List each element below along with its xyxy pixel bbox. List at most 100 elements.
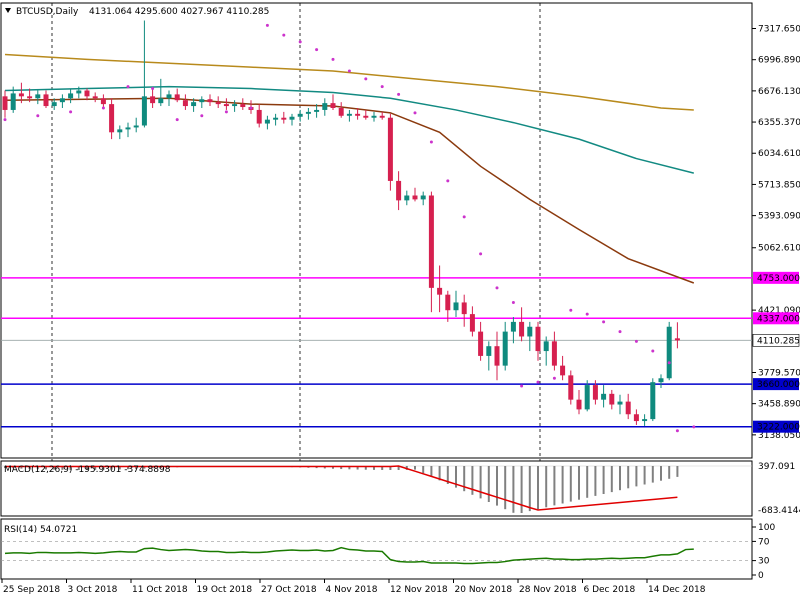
candle-79 bbox=[650, 378, 656, 422]
sar-dot-37 bbox=[692, 425, 696, 429]
candle-body bbox=[330, 103, 336, 108]
candle-body bbox=[27, 96, 33, 99]
candle-body bbox=[650, 382, 656, 420]
candle-69 bbox=[568, 370, 574, 405]
candle-body bbox=[469, 314, 475, 332]
level-tag-0 bbox=[753, 271, 799, 284]
current-price-tag bbox=[752, 334, 800, 347]
candle-body bbox=[437, 287, 443, 295]
candle-body bbox=[535, 326, 541, 352]
candle-body bbox=[674, 338, 680, 341]
sar-dot-19 bbox=[413, 111, 417, 115]
sar-dot-24 bbox=[495, 286, 499, 290]
candle-body bbox=[92, 96, 98, 99]
candle-57 bbox=[469, 306, 475, 337]
candle-body bbox=[355, 113, 361, 116]
candle-body bbox=[182, 100, 188, 107]
candle-62 bbox=[510, 317, 516, 344]
price-tick-label-1: 6996.890 bbox=[758, 56, 800, 66]
time-tick-label-2: 11 Oct 2018 bbox=[132, 585, 188, 595]
candle-28 bbox=[232, 100, 238, 112]
candle-0 bbox=[2, 90, 8, 118]
price-tick-label-9: 3779.570 bbox=[758, 368, 800, 378]
candle-body bbox=[314, 109, 320, 112]
sar-dot-25 bbox=[511, 300, 515, 304]
horizontal-levels bbox=[1, 277, 752, 428]
candle-body bbox=[289, 116, 295, 120]
candle-body bbox=[478, 331, 484, 356]
candle-75 bbox=[617, 394, 623, 415]
sar-dot-6 bbox=[175, 118, 179, 122]
rsi-series bbox=[1, 541, 752, 565]
candle-body bbox=[117, 129, 123, 133]
candle-46 bbox=[379, 111, 385, 120]
candle-body bbox=[35, 94, 41, 99]
candle-78 bbox=[642, 414, 648, 426]
main-plot-frame bbox=[0, 2, 753, 459]
candle-18 bbox=[150, 88, 156, 108]
candle-body bbox=[601, 393, 607, 400]
candle-body bbox=[502, 331, 508, 366]
candle-37 bbox=[305, 108, 311, 120]
price-tick-label-5: 5713.850 bbox=[758, 180, 800, 190]
candle-body bbox=[576, 399, 582, 410]
candle-body bbox=[10, 93, 16, 110]
sar-dot-9 bbox=[249, 106, 253, 110]
collapse-triangle-icon[interactable] bbox=[5, 8, 11, 13]
price-tick-label-2: 6676.130 bbox=[758, 87, 800, 97]
sar-dot-17 bbox=[380, 85, 384, 89]
level-tag-label-0: 4753.000 bbox=[757, 274, 800, 284]
time-tick-label-10: 14 Dec 2018 bbox=[648, 585, 706, 595]
candle-body bbox=[305, 111, 311, 114]
sar-dot-31 bbox=[602, 320, 606, 324]
candle-38 bbox=[314, 104, 320, 118]
price-tick-label-4: 6034.610 bbox=[758, 149, 800, 159]
candle-72 bbox=[592, 380, 598, 405]
price-tick-label-0: 7317.650 bbox=[758, 25, 800, 35]
sar-dot-28 bbox=[552, 376, 556, 380]
candle-23 bbox=[191, 98, 197, 112]
candle-body bbox=[297, 113, 303, 117]
candle-body bbox=[125, 127, 131, 130]
candle-body bbox=[510, 321, 516, 332]
sar-dot-35 bbox=[667, 361, 671, 365]
candle-body bbox=[642, 419, 648, 422]
candle-body bbox=[404, 195, 410, 201]
candle-80 bbox=[658, 374, 664, 388]
candle-body bbox=[273, 117, 279, 120]
candle-59 bbox=[486, 341, 492, 371]
sar-dot-15 bbox=[347, 69, 351, 73]
ma-slow-line bbox=[4, 53, 694, 111]
candle-24 bbox=[199, 96, 205, 108]
sar-dot-26 bbox=[520, 384, 524, 388]
candle-body bbox=[215, 102, 221, 105]
candle-63 bbox=[519, 307, 525, 342]
sar-dot-14 bbox=[331, 57, 335, 61]
candle-body bbox=[666, 326, 672, 379]
macd-label: MACD(12,26,9) -195.9301 -374.8898 bbox=[4, 465, 171, 475]
price-tick-label-3: 6355.370 bbox=[758, 118, 800, 128]
candle-body bbox=[150, 96, 156, 104]
macd-axis: 397.091 -683.4144 bbox=[758, 462, 800, 516]
rsi-tick-label-2: 30 bbox=[758, 557, 770, 567]
rsi-tick-label-1: 70 bbox=[758, 537, 770, 547]
candle-body bbox=[174, 94, 180, 101]
candle-body bbox=[84, 90, 90, 97]
time-tick-label-1: 3 Oct 2018 bbox=[68, 585, 118, 595]
time-tick-label-0: 25 Sep 2018 bbox=[3, 585, 60, 595]
price-tick-label-10: 3458.890 bbox=[758, 400, 800, 410]
sar-dot-10 bbox=[265, 23, 269, 27]
candle-body bbox=[199, 99, 205, 103]
candle-51 bbox=[420, 191, 426, 206]
candle-body bbox=[322, 103, 328, 110]
macd-panel: MACD(12,26,9) -195.9301 -374.8898 397.09… bbox=[0, 460, 800, 517]
rsi-panel: RSI(14) 54.0721 100 70 30 0 bbox=[0, 518, 775, 581]
candle-6 bbox=[51, 98, 57, 110]
candle-10 bbox=[84, 88, 90, 101]
candle-65 bbox=[535, 321, 541, 361]
candle-40 bbox=[330, 94, 336, 110]
sar-dot-8 bbox=[224, 110, 228, 114]
candle-body bbox=[2, 96, 8, 110]
candle-36 bbox=[297, 109, 303, 122]
sar-dot-12 bbox=[298, 40, 302, 44]
